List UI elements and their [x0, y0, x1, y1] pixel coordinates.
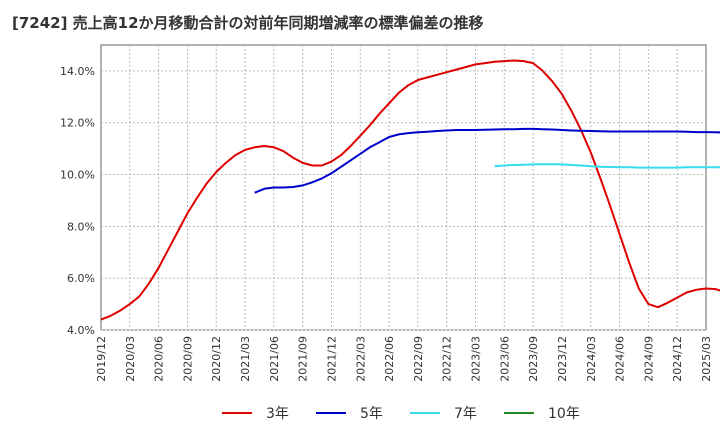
legend-label-3y: 3年 — [266, 406, 289, 422]
x-tick-label: 2023/06 — [498, 336, 511, 382]
x-tick-label: 2024/03 — [585, 336, 598, 382]
y-tick-label: 14.0% — [60, 65, 95, 78]
x-tick-label: 2023/12 — [556, 336, 569, 382]
y-tick-label: 12.0% — [60, 117, 95, 130]
x-tick-label: 2021/03 — [239, 336, 252, 382]
x-tick-label: 2022/06 — [383, 336, 396, 382]
legend-label-10y: 10年 — [548, 406, 580, 422]
x-tick-label: 2024/12 — [671, 336, 684, 382]
legend: 3年 5年 7年 10年 — [222, 406, 580, 422]
x-tick-label: 2022/12 — [441, 336, 454, 382]
series-line-5y — [254, 127, 720, 194]
series-layer — [100, 59, 720, 321]
plot-frame — [100, 44, 707, 331]
x-tick-label: 2021/12 — [325, 336, 338, 382]
y-tick-label: 10.0% — [60, 169, 95, 182]
legend-label-7y: 7年 — [454, 406, 477, 422]
y-tick-label: 8.0% — [67, 220, 95, 233]
legend-label-5y: 5年 — [360, 406, 383, 422]
x-tick-label: 2021/09 — [297, 336, 310, 382]
x-tick-label: 2020/12 — [210, 336, 223, 382]
chart-title: [7242] 売上高12か月移動合計の対前年同期増減率の標準偏差の推移 — [12, 14, 484, 32]
x-tick-label: 2024/09 — [642, 336, 655, 382]
x-tick-label: 2025/03 — [700, 336, 713, 382]
x-tick-label: 2022/03 — [354, 336, 367, 382]
grid-layer — [100, 44, 707, 331]
x-tick-label: 2019/12 — [95, 336, 108, 382]
series-line-7y — [494, 163, 720, 169]
x-tick-label: 2020/03 — [124, 336, 137, 382]
axis-layer: 4.0% 6.0% 8.0% 10.0% 12.0% 14.0% 2019/12 2020/0… — [60, 65, 713, 382]
x-tick-label: 2020/06 — [153, 336, 166, 382]
x-tick-label: 2020/09 — [181, 336, 194, 382]
x-tick-label: 2024/06 — [614, 336, 627, 382]
x-tick-label: 2021/06 — [268, 336, 281, 382]
x-tick-label: 2023/03 — [470, 336, 483, 382]
series-line-3y — [100, 59, 720, 321]
x-tick-label: 2022/09 — [412, 336, 425, 382]
y-tick-label: 4.0% — [67, 324, 95, 337]
y-tick-label: 6.0% — [67, 272, 95, 285]
x-tick-label: 2023/09 — [527, 336, 540, 382]
